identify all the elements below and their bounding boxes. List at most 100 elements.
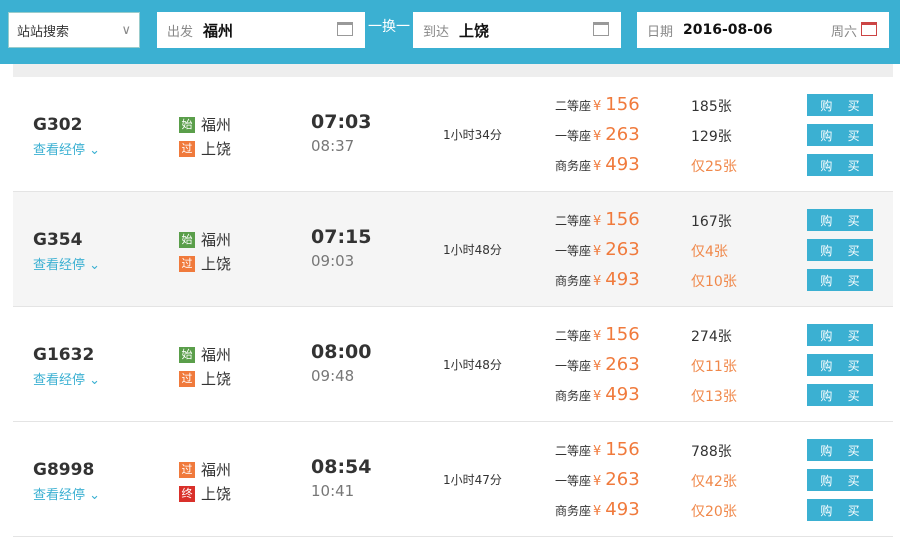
yuan-icon: ¥ bbox=[593, 474, 602, 489]
view-stops-link[interactable]: 查看经停 ⌄ bbox=[33, 484, 100, 503]
train-row: G354 查看经停 ⌄ 始福州 过上饶 07:15 09:03 1小时48分 二等… bbox=[13, 192, 893, 307]
yuan-icon: ¥ bbox=[593, 244, 602, 259]
yuan-icon: ¥ bbox=[593, 359, 602, 374]
buy-button[interactable]: 购 买 bbox=[807, 499, 873, 521]
to-value: 上饶 bbox=[459, 21, 490, 40]
from-station-input[interactable]: 出发 福州 bbox=[157, 12, 365, 48]
from-value: 福州 bbox=[203, 21, 234, 40]
station-tag: 终 bbox=[179, 485, 195, 502]
station-name: 上饶 bbox=[201, 370, 232, 388]
view-stops-label: 查看经停 bbox=[33, 143, 86, 158]
price: 263 bbox=[605, 239, 640, 260]
calendar-icon[interactable] bbox=[861, 22, 877, 36]
seat-price: 一等座 ¥263 bbox=[555, 354, 640, 375]
spacer bbox=[13, 64, 893, 77]
duration: 1小时48分 bbox=[443, 243, 502, 257]
seat-class: 二等座 bbox=[555, 329, 592, 343]
ticket-count: 185张 bbox=[691, 99, 732, 115]
to-station: 过上饶 bbox=[179, 368, 231, 389]
ticket-count: 274张 bbox=[691, 329, 732, 345]
view-stops-link[interactable]: 查看经停 ⌄ bbox=[33, 254, 100, 273]
view-stops-link[interactable]: 查看经停 ⌄ bbox=[33, 369, 100, 388]
buy-button[interactable]: 购 买 bbox=[807, 439, 873, 461]
date-label: 日期 bbox=[647, 24, 674, 40]
duration: 1小时48分 bbox=[443, 358, 502, 372]
train-row: G8998 查看经停 ⌄ 过福州 终上饶 08:54 10:41 1小时47分 二… bbox=[13, 422, 893, 537]
arrival-time: 09:03 bbox=[311, 252, 355, 270]
buy-button[interactable]: 购 买 bbox=[807, 324, 873, 346]
departure-time: 08:54 bbox=[311, 456, 372, 478]
buy-button[interactable]: 购 买 bbox=[807, 94, 873, 116]
train-number[interactable]: G8998 bbox=[33, 460, 95, 480]
ticket-count: 仅20张 bbox=[691, 504, 737, 520]
price: 156 bbox=[605, 209, 640, 230]
chevron-down-icon: ⌄ bbox=[89, 373, 101, 388]
seat-price: 商务座 ¥493 bbox=[555, 154, 640, 175]
price: 156 bbox=[605, 439, 640, 460]
station-name: 福州 bbox=[201, 231, 232, 249]
station-tag: 过 bbox=[179, 255, 195, 272]
ticket-count: 仅25张 bbox=[691, 159, 737, 175]
ticket-count: 仅42张 bbox=[691, 474, 737, 490]
seat-price: 商务座 ¥493 bbox=[555, 384, 640, 405]
station-tag: 始 bbox=[179, 231, 195, 248]
buy-button[interactable]: 购 买 bbox=[807, 154, 873, 176]
station-list-icon[interactable] bbox=[337, 22, 353, 36]
ticket-count: 仅4张 bbox=[691, 244, 728, 260]
date-input[interactable]: 日期 2016-08-06 周六 bbox=[637, 12, 889, 48]
view-stops-label: 查看经停 bbox=[33, 488, 86, 503]
date-value: 2016-08-06 bbox=[683, 22, 773, 38]
train-number[interactable]: G302 bbox=[33, 115, 83, 135]
view-stops-label: 查看经停 bbox=[33, 258, 86, 273]
buy-button[interactable]: 购 买 bbox=[807, 239, 873, 261]
seat-class: 二等座 bbox=[555, 99, 592, 113]
seat-price: 二等座 ¥156 bbox=[555, 94, 640, 115]
yuan-icon: ¥ bbox=[593, 129, 602, 144]
to-station-input[interactable]: 到达 上饶 bbox=[413, 12, 621, 48]
buy-button[interactable]: 购 买 bbox=[807, 209, 873, 231]
yuan-icon: ¥ bbox=[593, 504, 602, 519]
station-name: 福州 bbox=[201, 346, 232, 364]
departure-time: 07:03 bbox=[311, 111, 372, 133]
price: 493 bbox=[605, 499, 640, 520]
view-stops-label: 查看经停 bbox=[33, 373, 86, 388]
seat-class: 一等座 bbox=[555, 359, 592, 373]
arrival-time: 09:48 bbox=[311, 367, 355, 385]
seat-price: 一等座 ¥263 bbox=[555, 469, 640, 490]
yuan-icon: ¥ bbox=[593, 274, 602, 289]
buy-button[interactable]: 购 买 bbox=[807, 354, 873, 376]
swap-button[interactable]: 一换一 bbox=[368, 19, 410, 35]
station-name: 上饶 bbox=[201, 255, 232, 273]
weekday: 周六 bbox=[830, 24, 857, 40]
seat-class: 商务座 bbox=[555, 159, 592, 173]
chevron-down-icon: ⌄ bbox=[89, 488, 101, 503]
buy-button[interactable]: 购 买 bbox=[807, 469, 873, 491]
station-name: 上饶 bbox=[201, 140, 232, 158]
from-station: 始福州 bbox=[179, 229, 231, 250]
search-mode-value: 站站搜索 bbox=[17, 24, 70, 40]
station-tag: 始 bbox=[179, 346, 195, 363]
from-station: 始福州 bbox=[179, 344, 231, 365]
price: 156 bbox=[605, 94, 640, 115]
ticket-count: 仅13张 bbox=[691, 389, 737, 405]
search-bar: 站站搜索 ∨ 出发 福州 一换一 到达 上饶 日期 2016-08-06 周六 bbox=[0, 0, 900, 64]
seat-price: 一等座 ¥263 bbox=[555, 239, 640, 260]
arrival-time: 10:41 bbox=[311, 482, 355, 500]
seat-class: 一等座 bbox=[555, 244, 592, 258]
station-name: 上饶 bbox=[201, 485, 232, 503]
station-list-icon[interactable] bbox=[593, 22, 609, 36]
ticket-count: 167张 bbox=[691, 214, 732, 230]
price: 263 bbox=[605, 469, 640, 490]
buy-button[interactable]: 购 买 bbox=[807, 124, 873, 146]
station-tag: 过 bbox=[179, 370, 195, 387]
search-mode-select[interactable]: 站站搜索 ∨ bbox=[8, 12, 140, 48]
view-stops-link[interactable]: 查看经停 ⌄ bbox=[33, 139, 100, 158]
seat-price: 二等座 ¥156 bbox=[555, 209, 640, 230]
train-number[interactable]: G1632 bbox=[33, 345, 95, 365]
price: 493 bbox=[605, 154, 640, 175]
buy-button[interactable]: 购 买 bbox=[807, 384, 873, 406]
buy-button[interactable]: 购 买 bbox=[807, 269, 873, 291]
chevron-down-icon: ∨ bbox=[121, 22, 131, 38]
seat-price: 商务座 ¥493 bbox=[555, 499, 640, 520]
train-number[interactable]: G354 bbox=[33, 230, 83, 250]
